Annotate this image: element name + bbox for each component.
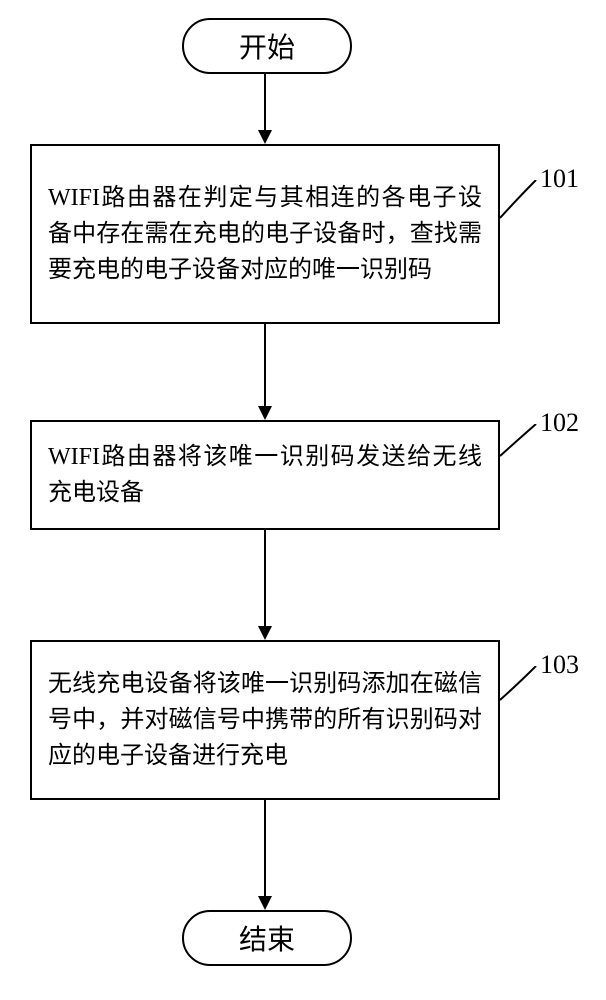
- start-node: 开始: [182, 18, 352, 74]
- end-text: 结束: [239, 918, 295, 958]
- arrow-start-101: [255, 74, 275, 144]
- label-101: 101: [540, 164, 579, 194]
- label-connector-102: [500, 424, 540, 460]
- process-102-text: WIFI路由器将该唯一识别码发送给无线充电设备: [48, 439, 482, 511]
- arrow-103-end: [255, 800, 275, 910]
- arrow-102-103: [255, 530, 275, 640]
- process-101-text: WIFI路由器在判定与其相连的各电子设备中存在需在充电的电子设备时，查找需要充电…: [48, 180, 482, 288]
- process-102: WIFI路由器将该唯一识别码发送给无线充电设备: [30, 420, 500, 530]
- process-101: WIFI路由器在判定与其相连的各电子设备中存在需在充电的电子设备时，查找需要充电…: [30, 144, 500, 324]
- arrow-101-102: [255, 324, 275, 420]
- label-connector-101: [500, 180, 540, 220]
- label-connector-103: [500, 666, 540, 702]
- process-103-text: 无线充电设备将该唯一识别码添加在磁信号中，并对磁信号中携带的所有识别码对应的电子…: [48, 666, 482, 774]
- label-102: 102: [540, 408, 579, 438]
- process-103: 无线充电设备将该唯一识别码添加在磁信号中，并对磁信号中携带的所有识别码对应的电子…: [30, 640, 500, 800]
- end-node: 结束: [182, 910, 352, 966]
- start-text: 开始: [239, 26, 295, 66]
- label-103: 103: [540, 650, 579, 680]
